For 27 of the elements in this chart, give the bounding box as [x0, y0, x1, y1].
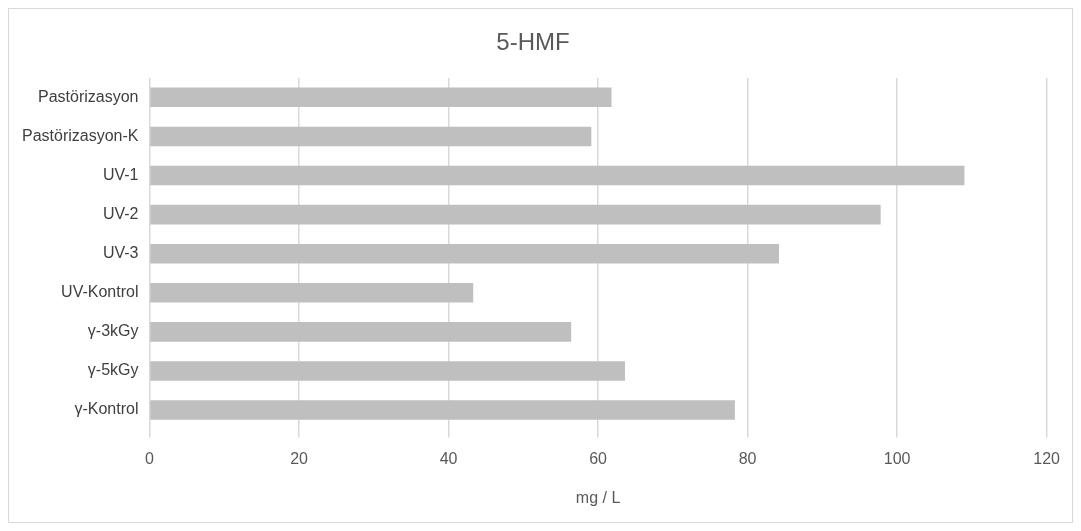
bar [150, 361, 625, 381]
y-tick-label: γ-Kontrol [74, 400, 139, 418]
bar [150, 322, 572, 342]
bar [150, 283, 474, 303]
y-tick-label: UV-Kontrol [61, 283, 139, 301]
x-tick-label: 100 [883, 449, 911, 467]
x-tick-label: 40 [439, 449, 458, 467]
y-tick-label: UV-3 [102, 244, 139, 262]
bar [150, 87, 612, 108]
y-tick-label: UV-1 [102, 165, 139, 183]
bar [150, 204, 881, 225]
y-tick-label: Pastörizasyon [37, 87, 139, 105]
y-tick-label: γ-3kGy [87, 322, 139, 340]
bar [150, 165, 965, 186]
bar [150, 126, 592, 147]
y-tick-label: γ-5kGy [87, 361, 139, 379]
x-tick-label: 60 [589, 449, 608, 467]
x-tick-label: 120 [1033, 449, 1061, 467]
bar [150, 243, 779, 264]
x-axis-title: mg / L [575, 488, 621, 506]
chart-title: 5-HMF [496, 28, 570, 56]
x-tick-label: 20 [290, 449, 309, 467]
y-tick-label: UV-2 [102, 205, 139, 223]
x-tick-label: 0 [145, 449, 155, 467]
bar [150, 400, 735, 420]
y-tick-label: Pastörizasyon-K [21, 126, 139, 144]
x-tick-label: 80 [738, 449, 757, 467]
